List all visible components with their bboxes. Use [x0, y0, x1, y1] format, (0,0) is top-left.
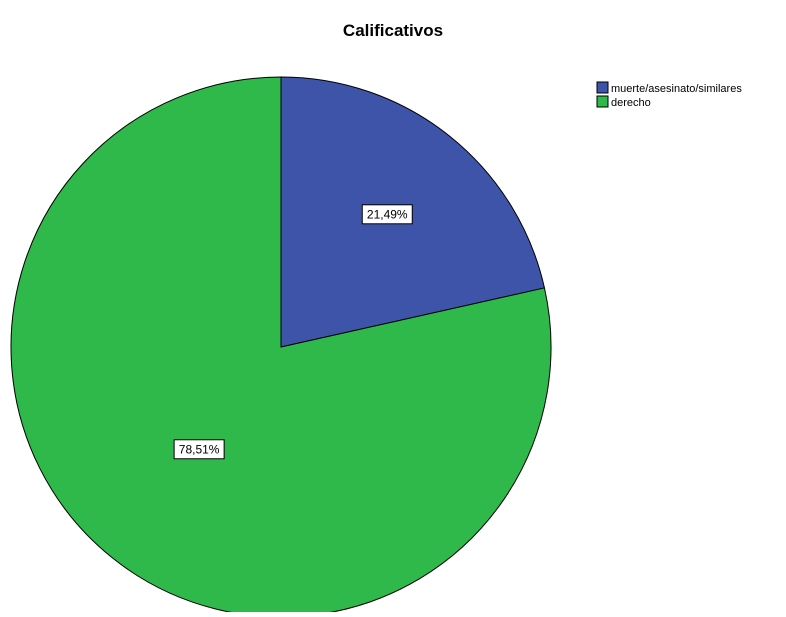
- legend-label: derecho: [611, 97, 651, 109]
- legend-item-2: derecho: [596, 95, 651, 109]
- data-label-1: 21,49%: [361, 204, 413, 225]
- chart-title: Calificativos: [343, 21, 443, 40]
- pie-slice-2: [10, 76, 552, 617]
- data-label-text: 21,49%: [367, 207, 408, 221]
- legend-item-1: muerte/asesinato/similares: [596, 81, 742, 95]
- data-label-box: [361, 204, 413, 225]
- data-label-box: [173, 439, 225, 460]
- legend-swatch: [596, 95, 609, 108]
- pie-slices: [10, 76, 552, 617]
- data-labels: 21,49% 78,51%: [173, 204, 413, 460]
- legend: muerte/asesinato/similares derecho: [596, 81, 742, 109]
- data-label-text: 78,51%: [179, 442, 220, 456]
- data-label-2: 78,51%: [173, 439, 225, 460]
- legend-label: muerte/asesinato/similares: [611, 83, 742, 95]
- legend-swatch: [596, 81, 609, 94]
